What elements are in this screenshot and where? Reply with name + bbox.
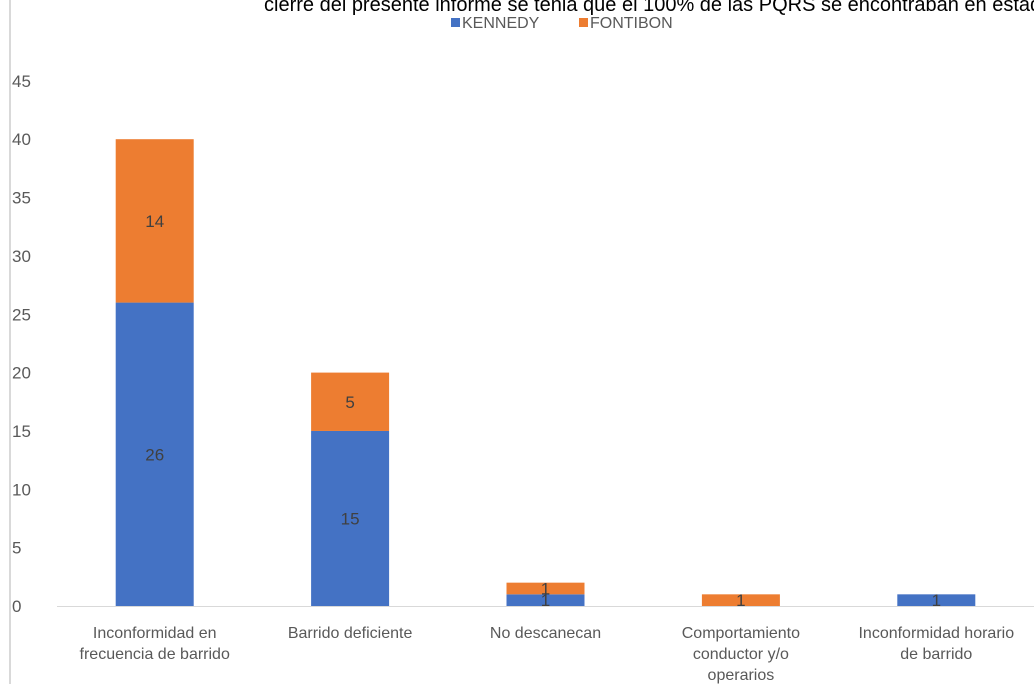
x-category-label-line: conductor y/o	[693, 646, 789, 663]
bar-segment-fontibon	[311, 372, 390, 431]
bar-segment-fontibon	[701, 594, 780, 606]
bar-segment-kennedy	[897, 594, 976, 606]
y-axis: 0 5 10 15 20 25 30 35 40 45	[12, 72, 31, 616]
x-category-label-line: Inconformidad horario	[858, 625, 1014, 642]
chart-legend: KENNEDY FONTIBON	[451, 15, 673, 32]
x-category-label: No descanecan	[490, 625, 601, 642]
y-tick-label: 0	[12, 597, 21, 616]
x-category-label-line: frecuencia de barrido	[80, 646, 230, 663]
x-category-label: Inconformidad en frecuencia de barrido	[80, 625, 230, 663]
y-tick-label: 40	[12, 130, 31, 149]
data-label: 1	[541, 591, 550, 610]
y-tick-label: 15	[12, 422, 31, 441]
legend-label: KENNEDY	[462, 15, 540, 32]
cut-off-document-text: cierre del presente informe se tenia que…	[264, 0, 1034, 16]
bar-segment-kennedy	[506, 594, 585, 606]
data-label: 5	[345, 393, 354, 412]
x-category-label: Barrido deficiente	[288, 625, 413, 642]
data-label: 26	[145, 445, 164, 464]
legend-swatch-fontibon	[579, 18, 588, 27]
data-label: 1	[932, 591, 941, 610]
y-tick-label: 35	[12, 189, 31, 208]
y-tick-label: 10	[12, 480, 31, 499]
data-label: 14	[145, 212, 164, 231]
x-category-label: Comportamiento conductor y/o operarios	[682, 625, 800, 684]
data-label: 1	[541, 579, 550, 598]
x-category-label-line: operarios	[708, 667, 775, 684]
x-category-label-line: No descanecan	[490, 625, 601, 642]
x-category-label: Inconformidad horario de barrido	[858, 625, 1014, 663]
bar-segment-kennedy	[311, 430, 390, 606]
y-tick-label: 30	[12, 247, 31, 266]
bar-segment-kennedy	[115, 302, 194, 606]
bar-segment-fontibon	[506, 582, 585, 595]
y-tick-label: 45	[12, 72, 31, 91]
data-label: 15	[341, 509, 360, 528]
x-category-label-line: Inconformidad en	[93, 625, 217, 642]
legend-label: FONTIBON	[590, 15, 673, 32]
y-tick-label: 25	[12, 305, 31, 324]
chart-frame-left-border	[9, 0, 11, 684]
x-axis: Inconformidad en frecuencia de barrido Bar…	[57, 606, 1034, 684]
x-category-label-line: de barrido	[900, 646, 972, 663]
y-tick-label: 20	[12, 364, 31, 383]
bar-segment-fontibon	[115, 139, 194, 303]
x-category-label-line: Barrido deficiente	[288, 625, 413, 642]
x-category-label-line: Comportamiento	[682, 625, 800, 642]
data-label: 1	[736, 591, 745, 610]
legend-swatch-kennedy	[451, 18, 460, 27]
y-tick-label: 5	[12, 539, 21, 558]
